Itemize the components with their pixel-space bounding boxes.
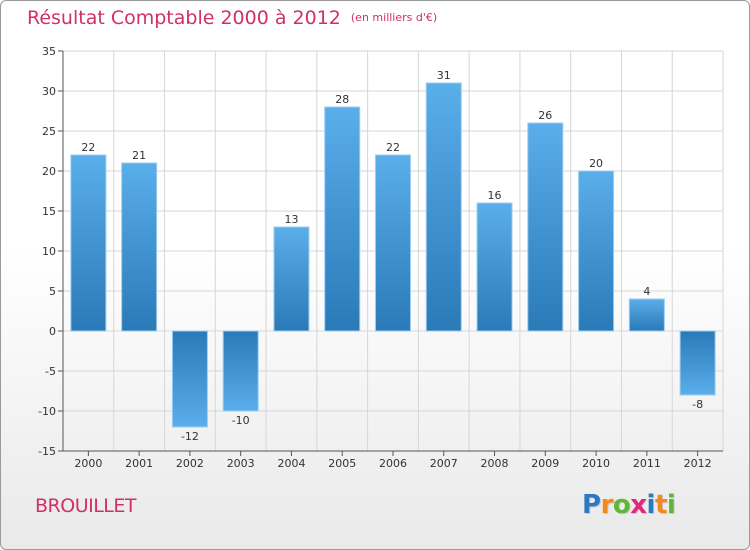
- data-label: 4: [643, 285, 650, 298]
- chart-title: Résultat Comptable 2000 à 2012: [27, 7, 341, 29]
- bar: [476, 202, 513, 332]
- bar: [273, 226, 310, 332]
- y-tick-label: 15: [42, 205, 56, 218]
- y-tick-label: -5: [45, 365, 56, 378]
- x-tick-label: 2002: [176, 457, 204, 470]
- bar: [527, 122, 564, 332]
- data-label: 20: [589, 157, 603, 170]
- x-tick-label: 2006: [379, 457, 407, 470]
- bars: [70, 82, 716, 428]
- y-tick-label: 10: [42, 245, 56, 258]
- data-label: 13: [284, 213, 298, 226]
- bar: [222, 330, 259, 412]
- labels: 35 30 25 20 15 10 5 0 -5 -10 -15 22 2000 21 2001 -12 200…: [38, 45, 712, 470]
- chart-subtitle: (en milliers d'€): [350, 11, 438, 24]
- bar: [171, 330, 208, 428]
- bar: [70, 154, 107, 332]
- x-tick-label: 2003: [227, 457, 255, 470]
- data-label: 22: [81, 141, 95, 154]
- y-tick-label: -10: [38, 405, 56, 418]
- data-label: -12: [181, 430, 199, 443]
- y-tick-label: 25: [42, 125, 56, 138]
- y-tick-label: 30: [42, 85, 56, 98]
- bar: [324, 106, 361, 332]
- logo-letter: i: [646, 490, 656, 520]
- y-tick-label: 0: [49, 325, 56, 338]
- data-label: -10: [232, 414, 250, 427]
- bar: [679, 330, 716, 396]
- bar: [578, 170, 615, 332]
- y-tick-label: 5: [49, 285, 56, 298]
- bar: [425, 82, 462, 332]
- data-label: 21: [132, 149, 146, 162]
- bar: [375, 154, 411, 332]
- logo-letter: o: [612, 490, 631, 520]
- data-label: 28: [335, 93, 349, 106]
- bar: [121, 162, 158, 332]
- data-label: 16: [488, 189, 502, 202]
- logo-letter: P: [582, 490, 601, 520]
- data-label: -8: [692, 398, 703, 411]
- data-label: 26: [538, 109, 552, 122]
- x-tick-label: 2012: [684, 457, 712, 470]
- y-tick-label: 35: [42, 45, 56, 58]
- logo-letter: t: [654, 490, 667, 520]
- town-name: BROUILLET: [35, 495, 136, 517]
- logo-letter: i: [666, 490, 676, 520]
- x-tick-label: 2004: [277, 457, 305, 470]
- title-line: Résultat Comptable 2000 à 2012 (en millie…: [27, 7, 437, 29]
- axes: [58, 50, 723, 456]
- data-label: 22: [386, 141, 400, 154]
- x-tick-label: 2000: [74, 457, 102, 470]
- logo-letter: x: [630, 490, 647, 520]
- x-tick-label: 2008: [481, 457, 509, 470]
- proxiti-logo: Proxiti: [582, 490, 676, 520]
- y-tick-label: 20: [42, 165, 56, 178]
- x-tick-label: 2001: [125, 457, 153, 470]
- x-tick-label: 2009: [531, 457, 559, 470]
- x-tick-label: 2010: [582, 457, 610, 470]
- bar: [628, 298, 665, 332]
- x-tick-label: 2005: [328, 457, 356, 470]
- data-label: 31: [437, 69, 451, 82]
- x-tick-label: 2011: [633, 457, 661, 470]
- bar-chart: 35 30 25 20 15 10 5 0 -5 -10 -15 22 2000 21 2001 -12 200…: [38, 45, 724, 470]
- y-tick-label: -15: [38, 445, 56, 458]
- logo-letter: r: [600, 490, 614, 520]
- x-tick-label: 2007: [430, 457, 458, 470]
